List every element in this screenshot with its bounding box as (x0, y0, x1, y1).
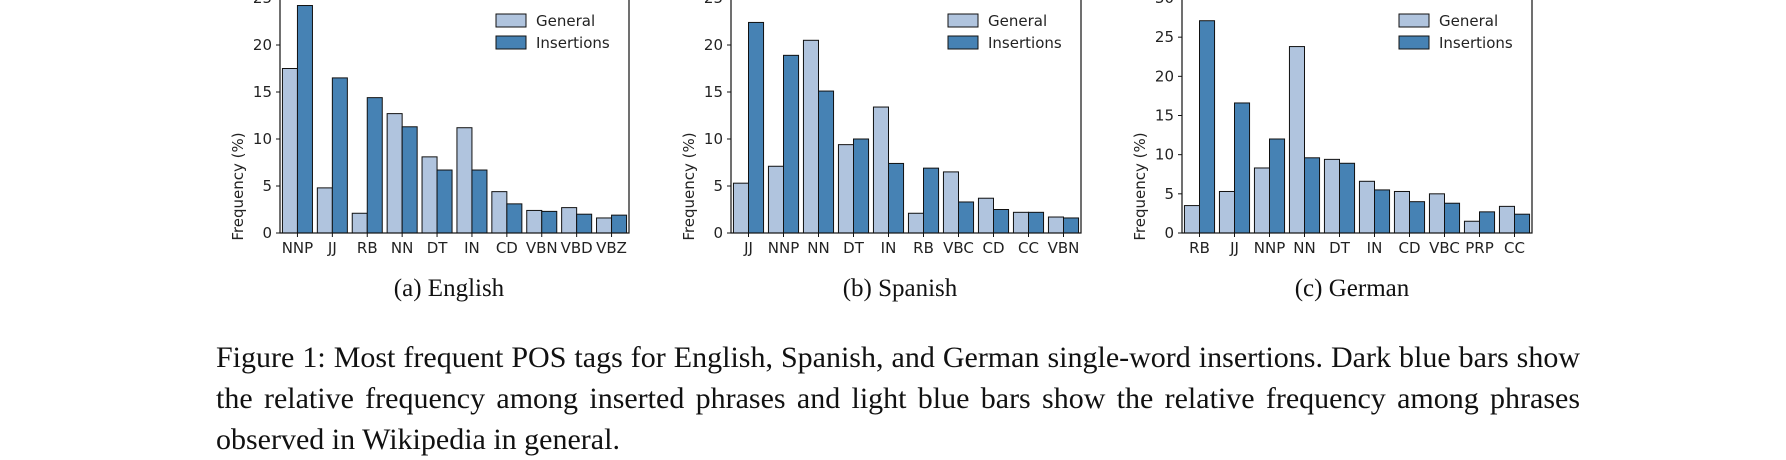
legend-label-insertions: Insertions (536, 34, 610, 52)
x-tick-label: RB (1189, 239, 1210, 257)
y-tick-label: 15 (704, 83, 723, 101)
x-tick-label: IN (464, 239, 480, 257)
bar-general-vbc (1428, 193, 1445, 234)
y-tick-label: 20 (253, 36, 272, 54)
x-tick-label: CD (496, 239, 518, 257)
y-tick-label: 5 (262, 177, 272, 195)
y-tick-label: 25 (704, 0, 723, 7)
x-tick-label: JJ (327, 239, 337, 257)
x-tick-label: NNP (768, 239, 800, 257)
y-tick-label: 10 (1155, 146, 1174, 164)
legend-swatch-insertions (947, 35, 979, 50)
x-tick-label: NNP (1254, 239, 1286, 257)
bar-general-rb (1183, 205, 1200, 234)
x-tick-label: VBC (943, 239, 974, 257)
x-tick-label: DT (427, 239, 449, 257)
bar-insertions-cc (1514, 213, 1531, 234)
y-tick-label: 10 (253, 130, 272, 148)
bar-general-jj (1218, 190, 1235, 234)
y-tick-label: 10 (704, 130, 723, 148)
x-tick-label: CD (982, 239, 1004, 257)
y-tick-label: 0 (713, 224, 723, 242)
bar-general-prp (1463, 220, 1480, 234)
y-axis-label: Frequency (%) (680, 132, 698, 240)
y-tick-label: 5 (1164, 185, 1174, 203)
legend-swatch-general (947, 13, 979, 28)
y-tick-label: 20 (1155, 67, 1174, 85)
x-tick-label: CC (1504, 239, 1525, 257)
x-tick-label: NN (807, 239, 829, 257)
x-tick-label: VBN (1048, 239, 1080, 257)
chart-german-svg: RB JJ NNP NN DT IN CD VBC PRP CC 0 5 10 15 20 25 30 Frequ… (1131, 0, 1533, 257)
legend-label-insertions: Insertions (988, 34, 1062, 52)
bar-general-in (1358, 180, 1375, 234)
legend-swatch-general (1398, 13, 1430, 28)
x-tick-label: JJ (1229, 239, 1239, 257)
x-tick-label: RB (357, 239, 378, 257)
y-axis-label: Frequency (%) (229, 132, 247, 240)
x-tick-label: PRP (1465, 239, 1494, 257)
x-tick-label: VBZ (596, 239, 627, 257)
x-tick-label: IN (1367, 239, 1383, 257)
bar-insertions-dt (1339, 162, 1356, 234)
bar-insertions-cd (1409, 201, 1426, 234)
y-tick-label: 25 (253, 0, 272, 7)
legend-swatch-general (495, 13, 527, 28)
subcaption-german: (c) German (1294, 275, 1410, 302)
x-tick-label: NNP (282, 239, 314, 257)
bar-insertions-rb (1199, 20, 1216, 234)
bar-general-dt (1323, 158, 1340, 234)
x-tick-label: VBC (1429, 239, 1460, 257)
bar-insertions-vbc (1444, 202, 1461, 234)
bar-insertions-nn (1304, 157, 1321, 234)
y-axis-label: Frequency (%) (1131, 132, 1149, 240)
legend-label-insertions: Insertions (1439, 34, 1513, 52)
y-tick-label: 20 (704, 36, 723, 54)
y-tick-label: 15 (1155, 107, 1174, 125)
figure-caption: Figure 1: Most frequent POS tags for Eng… (216, 341, 1580, 456)
subcaption-spanish: (b) Spanish (842, 275, 958, 302)
y-tick-label: 30 (1155, 0, 1174, 7)
x-tick-label: IN (881, 239, 897, 257)
legend-label-general: General (988, 12, 1047, 30)
x-tick-label: DT (843, 239, 865, 257)
legend-label-general: General (1439, 12, 1498, 30)
y-tick-label: 15 (253, 83, 272, 101)
bar-insertions-jj (1234, 102, 1251, 234)
chart-spanish-svg: JJ NNP NN DT IN RB VBC CD CC VBN 0 5 10 15 20 25 Frequen… (680, 0, 1082, 257)
bar-insertions-nnp (1269, 138, 1286, 234)
legend-swatch-insertions (1398, 35, 1430, 50)
x-tick-label: RB (913, 239, 934, 257)
y-tick-label: 5 (713, 177, 723, 195)
x-tick-label: NN (1293, 239, 1315, 257)
bar-general-cc (1498, 205, 1515, 234)
x-tick-label: JJ (743, 239, 753, 257)
x-tick-label: VBN (526, 239, 558, 257)
y-tick-label: 0 (1164, 224, 1174, 242)
x-tick-label: VBD (561, 239, 593, 257)
legend-swatch-insertions (495, 35, 527, 50)
bar-general-cd (1393, 190, 1410, 234)
legend-label-general: General (536, 12, 595, 30)
plot-frame (279, 0, 630, 234)
x-tick-label: DT (1329, 239, 1351, 257)
bar-insertions-in (1374, 189, 1391, 234)
bar-insertions-prp (1479, 211, 1496, 234)
x-tick-label: CD (1398, 239, 1420, 257)
x-tick-label: NN (391, 239, 413, 257)
bar-general-nn (1288, 46, 1305, 234)
bar-general-nnp (1253, 167, 1270, 234)
subcaption-english: (a) English (393, 275, 505, 302)
plot-frame (730, 0, 1082, 234)
x-tick-label: CC (1018, 239, 1039, 257)
y-tick-label: 0 (262, 224, 272, 242)
y-tick-label: 25 (1155, 28, 1174, 46)
